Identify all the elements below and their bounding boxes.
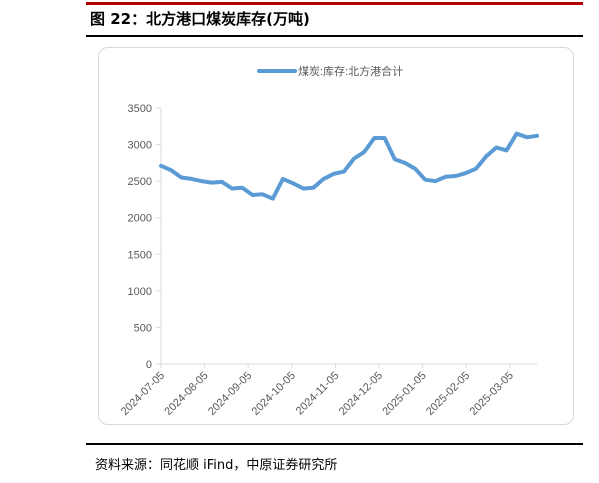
chart-container: 煤炭:库存:北方港合计 0 500 1000 1500 2000 2500 3000 3500… bbox=[98, 47, 574, 425]
series-line bbox=[159, 131, 539, 201]
y-tick-label: 0 bbox=[146, 359, 152, 371]
title-divider bbox=[86, 35, 583, 37]
y-tick-label: 2000 bbox=[128, 213, 152, 225]
chart-legend: 煤炭:库存:北方港合计 bbox=[257, 64, 403, 78]
source-note: 资料来源：同花顺 iFind，中原证券研究所 bbox=[95, 458, 338, 473]
x-tick-label: 2025-01-05 bbox=[380, 370, 428, 418]
x-tick-label: 2024-07-05 bbox=[119, 370, 167, 418]
x-tick-label: 2024-12-05 bbox=[337, 370, 385, 418]
y-axis: 0 500 1000 1500 2000 2500 3000 3500 bbox=[128, 103, 162, 371]
line-chart: 煤炭:库存:北方港合计 0 500 1000 1500 2000 2500 3000 3500… bbox=[119, 64, 539, 418]
legend-label: 煤炭:库存:北方港合计 bbox=[298, 64, 403, 78]
plot-area bbox=[159, 131, 539, 201]
y-tick-label: 2500 bbox=[128, 176, 152, 188]
y-tick-label: 3500 bbox=[128, 103, 152, 115]
y-tick-label: 1500 bbox=[128, 249, 152, 261]
y-tick-label: 3000 bbox=[128, 140, 152, 152]
x-tick-label: 2024-09-05 bbox=[206, 370, 254, 418]
y-tick-label: 1000 bbox=[128, 286, 152, 298]
x-tick-label: 2025-03-05 bbox=[468, 370, 516, 418]
y-tick-label: 500 bbox=[134, 322, 152, 334]
x-tick-label: 2025-02-05 bbox=[424, 370, 472, 418]
figure-title: 图 22：北方港口煤炭库存(万吨) bbox=[90, 10, 310, 28]
x-axis: 2024-07-052024-08-052024-09-052024-10-05… bbox=[119, 363, 537, 418]
x-tick-label: 2024-11-05 bbox=[294, 370, 342, 418]
bottom-divider bbox=[86, 443, 583, 445]
x-tick-label: 2024-08-05 bbox=[162, 370, 210, 418]
x-tick-label: 2024-10-05 bbox=[250, 370, 298, 418]
top-accent-bar bbox=[86, 2, 583, 5]
